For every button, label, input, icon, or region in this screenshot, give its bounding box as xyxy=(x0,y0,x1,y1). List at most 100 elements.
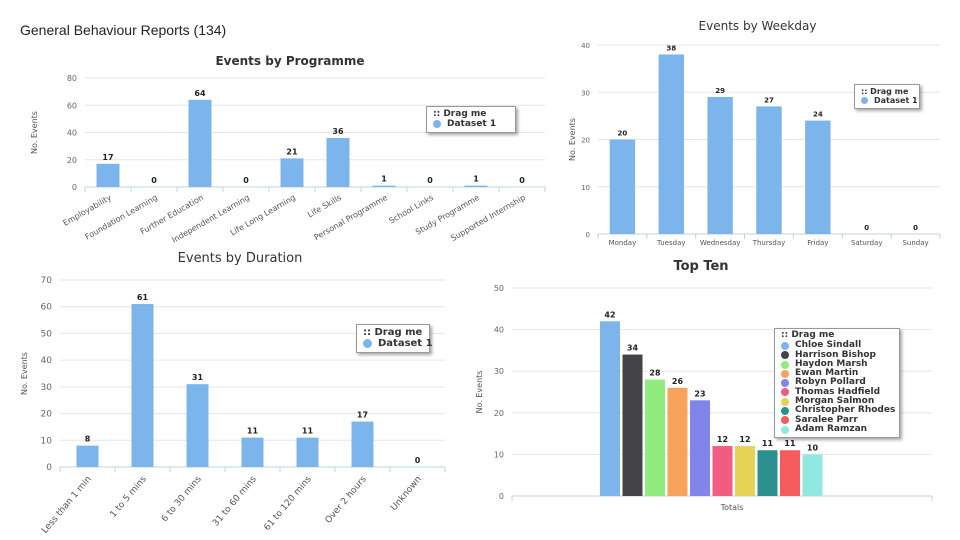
legend-item-thomas-hadfield[interactable]: Thomas Hadfield xyxy=(781,387,893,397)
y-tick-label: 30 xyxy=(581,89,590,97)
chart-title: Events by Programme xyxy=(215,54,364,68)
legend-dot-icon xyxy=(781,388,789,397)
x-tick-label: 31 to 60 mins xyxy=(211,474,259,528)
legend-item-chloe-sindall[interactable]: Chloe Sindall xyxy=(781,340,893,350)
legend-top-ten[interactable]: :: Drag me Chloe Sindall Harrison Bishop H… xyxy=(774,328,900,439)
legend-dot-icon xyxy=(363,339,372,348)
data-label: 27 xyxy=(764,96,774,104)
data-label: 36 xyxy=(332,127,344,136)
data-label: 0 xyxy=(913,224,918,232)
bar-saralee-parr[interactable] xyxy=(780,450,800,496)
legend-duration[interactable]: :: Drag me Dataset 1 xyxy=(356,324,433,353)
legend-item-label: Dataset 1 xyxy=(447,119,497,129)
data-label: 24 xyxy=(813,111,823,119)
bar-thursday[interactable] xyxy=(756,106,782,234)
bar-tuesday[interactable] xyxy=(658,54,684,235)
y-tick-label: 20 xyxy=(41,410,53,420)
legend-drag-handle[interactable]: :: Drag me xyxy=(433,109,487,119)
data-label: 1 xyxy=(473,175,479,184)
x-tick-label: Less than 1 min xyxy=(40,475,94,536)
bar-61-to-120-mins[interactable] xyxy=(296,437,319,467)
legend-item-haydon-marsh[interactable]: Haydon Marsh xyxy=(781,359,893,369)
bar-further-education[interactable] xyxy=(188,99,212,187)
legend-item-dataset-1[interactable]: Dataset 1 xyxy=(861,96,918,105)
data-label: 11 xyxy=(762,439,774,448)
legend-drag-handle[interactable]: :: Drag me xyxy=(861,87,909,96)
legend-item-label: Morgan Salmon xyxy=(795,396,875,407)
bar-haydon-marsh[interactable] xyxy=(645,379,665,496)
bar-31-to-60-mins[interactable] xyxy=(241,437,264,467)
legend-item-christopher-rhodes[interactable]: Christopher Rhodes xyxy=(781,405,896,416)
x-tick-label: Friday xyxy=(807,239,828,247)
legend-item-label: Dataset 1 xyxy=(378,338,433,349)
y-tick-label: 70 xyxy=(41,276,53,286)
x-tick-label: Over 2 hours xyxy=(324,474,369,525)
x-tick-label: Saturday xyxy=(851,239,883,247)
bar-thomas-hadfield[interactable] xyxy=(712,446,733,496)
bar-christopher-rhodes[interactable] xyxy=(757,450,778,496)
y-tick-label: 0 xyxy=(46,463,52,473)
bar-over-2-hours[interactable] xyxy=(351,421,374,467)
legend-programme[interactable]: :: Drag me Dataset 1 xyxy=(426,106,516,133)
x-tick-label: Sunday xyxy=(902,239,928,247)
bar-1-to-5-mins[interactable] xyxy=(131,304,154,467)
legend-item-robyn-pollard[interactable]: Robyn Pollard xyxy=(781,378,893,387)
legend-item-morgan-salmon[interactable]: Morgan Salmon xyxy=(781,396,893,407)
data-label: 26 xyxy=(672,377,684,386)
x-tick-label: 61 to 120 mins xyxy=(262,474,314,533)
chart-title: Events by Duration xyxy=(178,251,303,266)
legend-dot-icon xyxy=(781,360,789,369)
legend-item-label: Saralee Parr xyxy=(795,414,858,425)
data-label: 31 xyxy=(192,373,204,382)
page-title: General Behaviour Reports (134) xyxy=(20,22,227,38)
data-label: 8 xyxy=(85,435,91,444)
data-label: 64 xyxy=(194,89,206,98)
bar-personal-programme[interactable] xyxy=(372,185,396,187)
legend-weekday[interactable]: :: Drag me Dataset 1 xyxy=(854,84,920,109)
legend-dot-icon xyxy=(781,369,789,378)
chart-events-by-weekday: Events by Weekday No. Events 0 10 20 30 40 20 Mo… xyxy=(568,19,941,247)
bar-life-long-learning[interactable] xyxy=(280,158,304,187)
bar-study-programme[interactable] xyxy=(464,185,488,187)
bar-monday[interactable] xyxy=(609,139,636,235)
bar-less-than-1-min[interactable] xyxy=(76,445,99,467)
bar-adam-ramzan[interactable] xyxy=(802,454,823,496)
data-label: 23 xyxy=(694,389,705,398)
bar-chloe-sindall[interactable] xyxy=(600,321,620,496)
legend-item-saralee-parr[interactable]: Saralee Parr xyxy=(781,414,893,425)
y-axis-label: No. Events xyxy=(30,111,39,154)
bar-friday[interactable] xyxy=(805,120,831,234)
legend-dot-icon xyxy=(781,407,789,416)
chart-title: Events by Weekday xyxy=(699,19,817,33)
bar-employability[interactable] xyxy=(96,163,120,187)
legend-item-adam-ramzan[interactable]: Adam Ramzan xyxy=(781,424,893,434)
legend-drag-handle[interactable]: :: Drag me xyxy=(781,330,835,340)
x-tick-label: 1 to 5 mins xyxy=(109,474,149,520)
legend-drag-handle[interactable]: :: Drag me xyxy=(363,327,423,338)
bar-life-skills[interactable] xyxy=(326,137,350,187)
legend-item-label: Christopher Rhodes xyxy=(795,405,896,416)
bar-ewan-martin[interactable] xyxy=(667,387,688,496)
data-label: 12 xyxy=(717,435,728,444)
data-label: 38 xyxy=(666,44,676,52)
bar-robyn-pollard[interactable] xyxy=(690,400,710,496)
bar-wednesday[interactable] xyxy=(707,96,733,234)
data-label: 17 xyxy=(102,153,113,162)
data-label: 0 xyxy=(243,176,249,185)
legend-item-dataset-1[interactable]: Dataset 1 xyxy=(433,119,509,129)
data-label: 29 xyxy=(715,87,725,95)
x-tick-label: Wednesday xyxy=(700,239,741,247)
bar-harrison-bishop[interactable] xyxy=(622,354,643,496)
legend-item-ewan-martin[interactable]: Ewan Martin xyxy=(781,368,893,378)
y-tick-label: 40 xyxy=(581,42,590,50)
legend-dot-icon xyxy=(433,120,441,128)
legend-item-harrison-bishop[interactable]: Harrison Bishop xyxy=(781,350,893,360)
bar-morgan-salmon[interactable] xyxy=(735,446,755,496)
y-tick-label: 40 xyxy=(494,326,504,335)
legend-item-dataset-1[interactable]: Dataset 1 xyxy=(363,338,433,349)
y-tick-label: 60 xyxy=(41,303,53,313)
data-label: 11 xyxy=(302,427,314,436)
data-label: 20 xyxy=(618,130,628,138)
data-label: 11 xyxy=(784,439,796,448)
bar-6-to-30-mins[interactable] xyxy=(186,384,209,467)
